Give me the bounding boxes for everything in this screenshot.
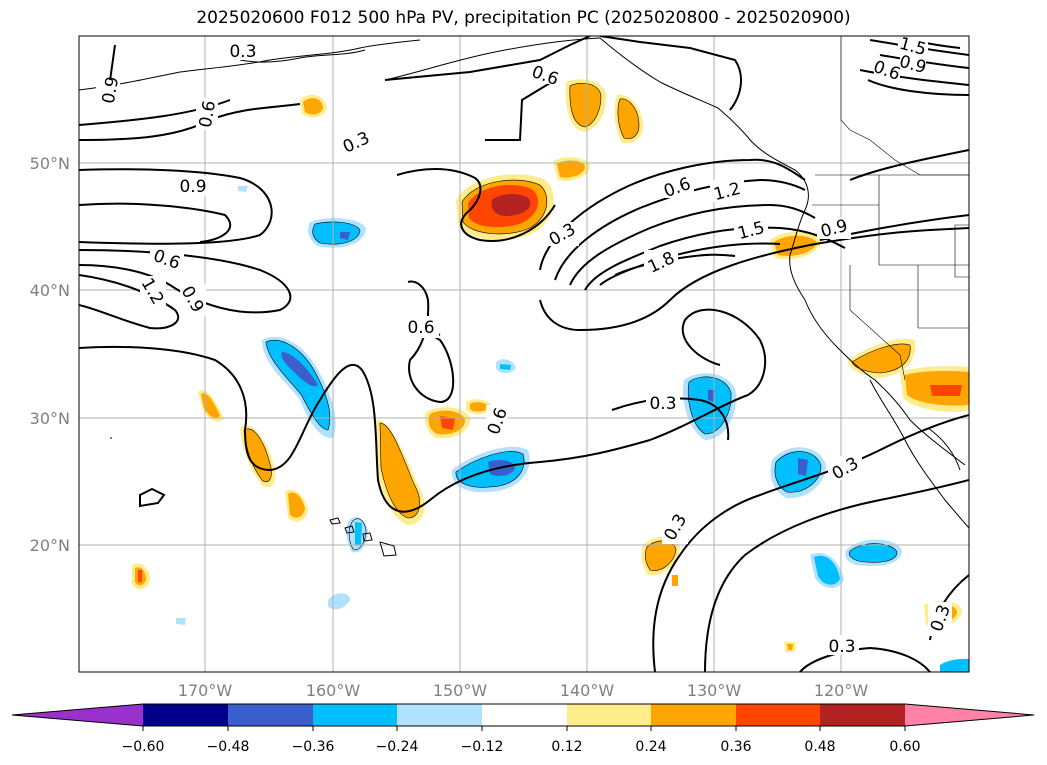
precip-negative-area (688, 376, 732, 434)
gridlines (79, 36, 969, 672)
precip-negative-area (266, 340, 330, 430)
contour-label: 0.6 (407, 318, 434, 338)
colorbar-segment (567, 704, 651, 726)
colorbar-segment (651, 704, 736, 726)
colorbar-extend-left (12, 704, 143, 726)
latitude-labels: 50°N 40°N 30°N 20°N (30, 154, 70, 555)
map-frame (78, 35, 970, 673)
contour-label: 0.3 (649, 394, 676, 414)
lon-label: 150°W (433, 681, 488, 700)
map-title: 2025020600 F012 500 hPa PV, precipitatio… (196, 8, 851, 28)
precip-negative-area (849, 543, 897, 563)
lon-label: 160°W (306, 681, 361, 700)
precip-positive-area (569, 83, 601, 127)
precip-positive-area (672, 575, 678, 586)
precip-positive-area (380, 423, 420, 518)
precip-positive-area (491, 194, 531, 216)
precip-positive-area (930, 385, 962, 396)
precip-negative-area (340, 232, 350, 240)
lon-label: 130°W (687, 681, 742, 700)
lon-label: 120°W (814, 681, 869, 700)
precip-positive-area (138, 570, 142, 582)
lat-label: 20°N (30, 536, 70, 555)
contour-label: 0.3 (229, 42, 256, 62)
precip-positive-area (201, 393, 220, 418)
colorbar-segment (397, 704, 482, 726)
precip-negative-area (708, 390, 715, 402)
precip-negative-area (281, 352, 318, 387)
lat-label: 40°N (30, 281, 70, 300)
colorbar-segment (143, 704, 228, 726)
colorbar-tick: −0.24 (376, 739, 419, 755)
contour-label: 0.9 (99, 75, 123, 105)
lon-label: 170°W (178, 681, 233, 700)
colorbar-segment (482, 704, 567, 726)
colorbar-segment (228, 704, 313, 726)
precip-negative-area (355, 522, 362, 545)
precip-positive-area (617, 98, 639, 139)
colorbar-tick: 0.12 (551, 739, 582, 755)
colorbar-tick: 0.48 (804, 739, 835, 755)
colorbar-tick: 0.36 (720, 739, 751, 755)
precip-positive-area (645, 540, 676, 571)
precip-negative-area (814, 555, 840, 585)
colorbar-segment (736, 704, 820, 726)
colorbar-tick: −0.12 (461, 739, 504, 755)
colorbar: −0.60 −0.48 −0.36 −0.24 −0.12 0.12 0.24 … (11, 703, 1035, 755)
precip-positive-area (470, 402, 490, 412)
colorbar-tick: −0.48 (207, 739, 250, 755)
colorbar-tick: 0.24 (635, 739, 666, 755)
colorbar-tick: 0.60 (889, 739, 920, 755)
precip-positive-area (303, 98, 323, 115)
political-borders (812, 36, 969, 381)
colorbar-tick: −0.36 (292, 739, 335, 755)
lat-label: 50°N (30, 154, 70, 173)
precip-positive-area (440, 416, 455, 430)
lon-label: 140°W (560, 681, 615, 700)
lat-label: 30°N (30, 409, 70, 428)
precip-negative-area (238, 186, 248, 192)
colorbar-segment (820, 704, 905, 726)
contour-label: 0.9 (179, 177, 206, 197)
precip-positive-area (557, 160, 585, 178)
longitude-labels: 170°W 160°W 150°W 140°W 130°W 120°W (178, 681, 869, 700)
colorbar-extend-right (905, 704, 1034, 726)
precip-positive-area (787, 644, 793, 650)
colorbar-segment (313, 704, 397, 726)
precip-negative-area (940, 658, 969, 672)
islands (110, 437, 397, 557)
contour-label: 0.6 (196, 99, 220, 129)
coastlines (79, 37, 969, 529)
pv-contour-labels: 0.3 0.6 0.9 0.6 0.3 0.9 0.6 1.2 0.9 0. (96, 36, 955, 657)
precip-negative-area (774, 451, 821, 493)
precip-negative-area (798, 458, 808, 476)
colorbar-tick: −0.60 (122, 739, 165, 755)
precip-negative-area (176, 618, 186, 625)
precip-negative-area (500, 364, 511, 370)
contour-label: 0.3 (828, 637, 855, 657)
precip-positive-area (288, 492, 305, 518)
